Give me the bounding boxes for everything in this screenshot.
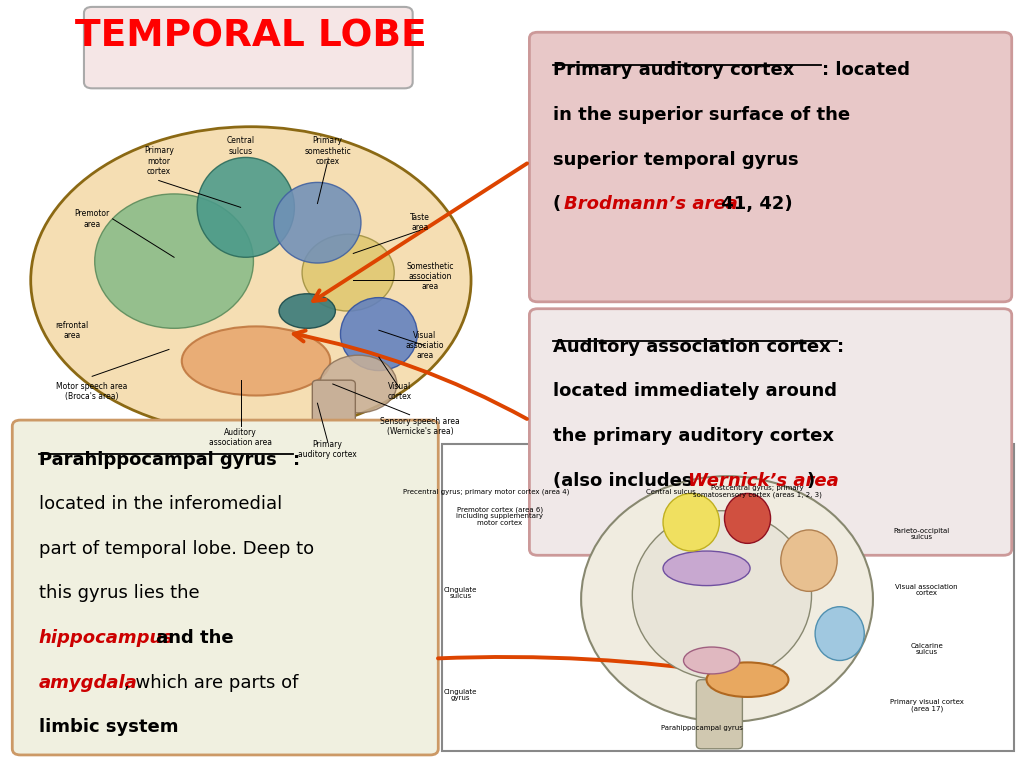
FancyBboxPatch shape bbox=[84, 7, 413, 88]
FancyBboxPatch shape bbox=[529, 309, 1012, 555]
Text: Central sulcus: Central sulcus bbox=[646, 488, 695, 495]
Text: (also includes: (also includes bbox=[553, 472, 698, 489]
Ellipse shape bbox=[725, 494, 770, 544]
Text: Cingulate
gyrus: Cingulate gyrus bbox=[444, 689, 477, 701]
Text: Auditory association cortex: Auditory association cortex bbox=[553, 338, 830, 356]
Ellipse shape bbox=[582, 476, 872, 722]
Ellipse shape bbox=[31, 127, 471, 434]
Text: : located: : located bbox=[822, 61, 910, 79]
Ellipse shape bbox=[664, 494, 719, 551]
Ellipse shape bbox=[94, 194, 254, 329]
FancyBboxPatch shape bbox=[312, 380, 355, 438]
Text: :: : bbox=[837, 338, 844, 356]
Text: hippocampus: hippocampus bbox=[39, 629, 174, 647]
Text: Somesthetic
association
area: Somesthetic association area bbox=[407, 262, 454, 291]
Text: Premotor
area: Premotor area bbox=[75, 209, 110, 229]
Text: Parieto-occipital
sulcus: Parieto-occipital sulcus bbox=[894, 528, 949, 540]
Text: Visual
associatio
area: Visual associatio area bbox=[406, 331, 444, 360]
Ellipse shape bbox=[279, 294, 336, 329]
Text: Brodmann’s area: Brodmann’s area bbox=[564, 195, 738, 213]
Ellipse shape bbox=[664, 551, 750, 585]
Ellipse shape bbox=[274, 183, 360, 263]
Text: part of temporal lobe. Deep to: part of temporal lobe. Deep to bbox=[39, 540, 314, 558]
Text: Cingulate
sulcus: Cingulate sulcus bbox=[444, 587, 477, 599]
FancyBboxPatch shape bbox=[696, 680, 742, 749]
Ellipse shape bbox=[340, 297, 418, 371]
Ellipse shape bbox=[780, 530, 837, 591]
Text: the primary auditory cortex: the primary auditory cortex bbox=[553, 427, 834, 445]
Text: this gyrus lies the: this gyrus lies the bbox=[39, 584, 200, 602]
Text: Calcarine
sulcus: Calcarine sulcus bbox=[910, 643, 943, 655]
Text: , which are parts of: , which are parts of bbox=[124, 674, 298, 691]
Text: Motor speech area
(Broca's area): Motor speech area (Broca's area) bbox=[56, 382, 128, 402]
Ellipse shape bbox=[182, 326, 330, 396]
Text: Parahippocampal gyrus: Parahippocampal gyrus bbox=[660, 725, 742, 731]
Text: TEMPORAL LOBE: TEMPORAL LOBE bbox=[75, 19, 427, 55]
Text: Taste
area: Taste area bbox=[410, 213, 430, 233]
Text: :: : bbox=[293, 451, 300, 468]
Text: Central
sulcus: Central sulcus bbox=[226, 136, 255, 156]
Text: Visual
cortex: Visual cortex bbox=[387, 382, 412, 402]
Ellipse shape bbox=[632, 511, 811, 680]
Ellipse shape bbox=[197, 157, 295, 257]
Ellipse shape bbox=[815, 607, 864, 660]
Ellipse shape bbox=[302, 234, 394, 311]
Text: located immediately around: located immediately around bbox=[553, 382, 837, 400]
Text: Parahippocampal gyrus: Parahippocampal gyrus bbox=[39, 451, 276, 468]
FancyBboxPatch shape bbox=[442, 444, 1014, 751]
Text: in the superior surface of the: in the superior surface of the bbox=[553, 106, 850, 124]
Text: (: ( bbox=[553, 195, 561, 213]
Text: located in the inferomedial: located in the inferomedial bbox=[39, 495, 283, 513]
Ellipse shape bbox=[319, 355, 396, 413]
Text: Precentral gyrus; primary motor cortex (area 4): Precentral gyrus; primary motor cortex (… bbox=[403, 488, 569, 495]
Text: amygdala: amygdala bbox=[39, 674, 137, 691]
Text: Sensory speech area
(Wernicke's area): Sensory speech area (Wernicke's area) bbox=[380, 416, 460, 436]
Text: Wernick’s area: Wernick’s area bbox=[688, 472, 839, 489]
Text: limbic system: limbic system bbox=[39, 718, 178, 736]
Text: and the: and the bbox=[150, 629, 233, 647]
Text: Premotor cortex (area 6)
including supplementary
motor cortex: Premotor cortex (area 6) including suppl… bbox=[457, 506, 543, 526]
Text: refrontal
area: refrontal area bbox=[55, 320, 88, 340]
Text: Primary
somesthetic
cortex: Primary somesthetic cortex bbox=[304, 137, 351, 166]
Text: Primary visual cortex
(area 17): Primary visual cortex (area 17) bbox=[890, 699, 964, 711]
Text: Primary
auditory cortex: Primary auditory cortex bbox=[298, 439, 357, 459]
Text: Postcentral gyrus; primary
somatosensory cortex (areas 1, 2, 3): Postcentral gyrus; primary somatosensory… bbox=[693, 485, 822, 498]
FancyBboxPatch shape bbox=[12, 420, 438, 755]
Text: Visual association
cortex: Visual association cortex bbox=[895, 584, 958, 596]
Text: Primary auditory cortex: Primary auditory cortex bbox=[553, 61, 795, 79]
Text: Primary
motor
cortex: Primary motor cortex bbox=[143, 147, 174, 176]
Text: superior temporal gyrus: superior temporal gyrus bbox=[553, 151, 799, 168]
FancyBboxPatch shape bbox=[529, 32, 1012, 302]
Text: Auditory
association area: Auditory association area bbox=[209, 428, 272, 448]
Ellipse shape bbox=[684, 647, 739, 674]
Text: 41, 42): 41, 42) bbox=[715, 195, 793, 213]
Ellipse shape bbox=[707, 662, 788, 697]
Text: ): ) bbox=[807, 472, 815, 489]
